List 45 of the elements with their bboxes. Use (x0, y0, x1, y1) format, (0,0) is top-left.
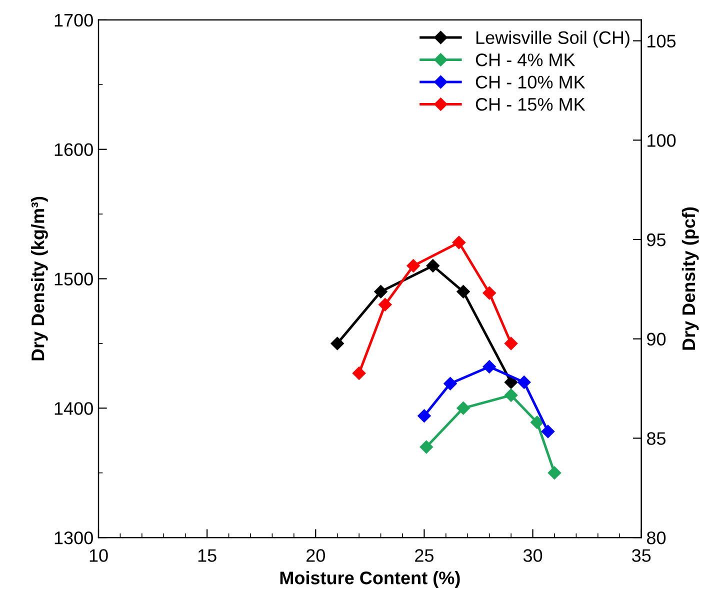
x-tick-label: 25 (415, 549, 434, 562)
point (374, 285, 388, 298)
x-tick-label: 10 (90, 549, 108, 562)
point (530, 416, 544, 429)
y-tick-label: 1600 (54, 143, 93, 156)
point (406, 259, 420, 272)
y2-tick-label: 85 (646, 432, 666, 445)
point (456, 285, 470, 298)
legend-label: CH - 10% MK (476, 76, 586, 89)
point (456, 402, 470, 415)
y2-tick-label: 95 (647, 233, 666, 246)
point (330, 336, 344, 350)
y2-tick-label: 105 (648, 34, 676, 48)
point (504, 336, 518, 350)
point (504, 376, 518, 389)
legend-label: CH - 15% MK (476, 98, 586, 111)
y-axis-title: Dry Density (kg/m³) (31, 196, 48, 360)
y-tick-label: 1400 (54, 402, 93, 415)
y-tick-label: 1300 (54, 531, 93, 544)
y2-tick-label: 90 (647, 332, 666, 346)
point (420, 440, 433, 454)
x-tick-label: 20 (306, 549, 325, 562)
point (378, 298, 392, 312)
point (518, 376, 531, 389)
y-tick-label: 1700 (54, 14, 93, 27)
y2-tick-label: 80 (646, 531, 666, 544)
point (504, 388, 518, 402)
point (482, 286, 496, 300)
legend-label: Lewisville Soil (CH) (476, 30, 630, 48)
x-tick-label: 35 (632, 549, 651, 562)
point (418, 409, 431, 423)
point (352, 366, 366, 380)
point (548, 466, 562, 480)
point (444, 376, 457, 390)
point (541, 424, 555, 438)
legend-label: CH - 4% MK (476, 53, 576, 66)
point (482, 360, 496, 374)
y2-tick-label: 100 (648, 134, 676, 147)
x-axis-title: Moisture Content (%) (280, 571, 460, 588)
x-tick-label: 30 (523, 549, 542, 562)
y-tick-label: 1500 (54, 272, 93, 286)
point (452, 236, 466, 250)
y2-axis-title: Dry Density (pcf) (682, 207, 699, 350)
point (426, 259, 440, 272)
x-tick-label: 15 (198, 549, 216, 562)
